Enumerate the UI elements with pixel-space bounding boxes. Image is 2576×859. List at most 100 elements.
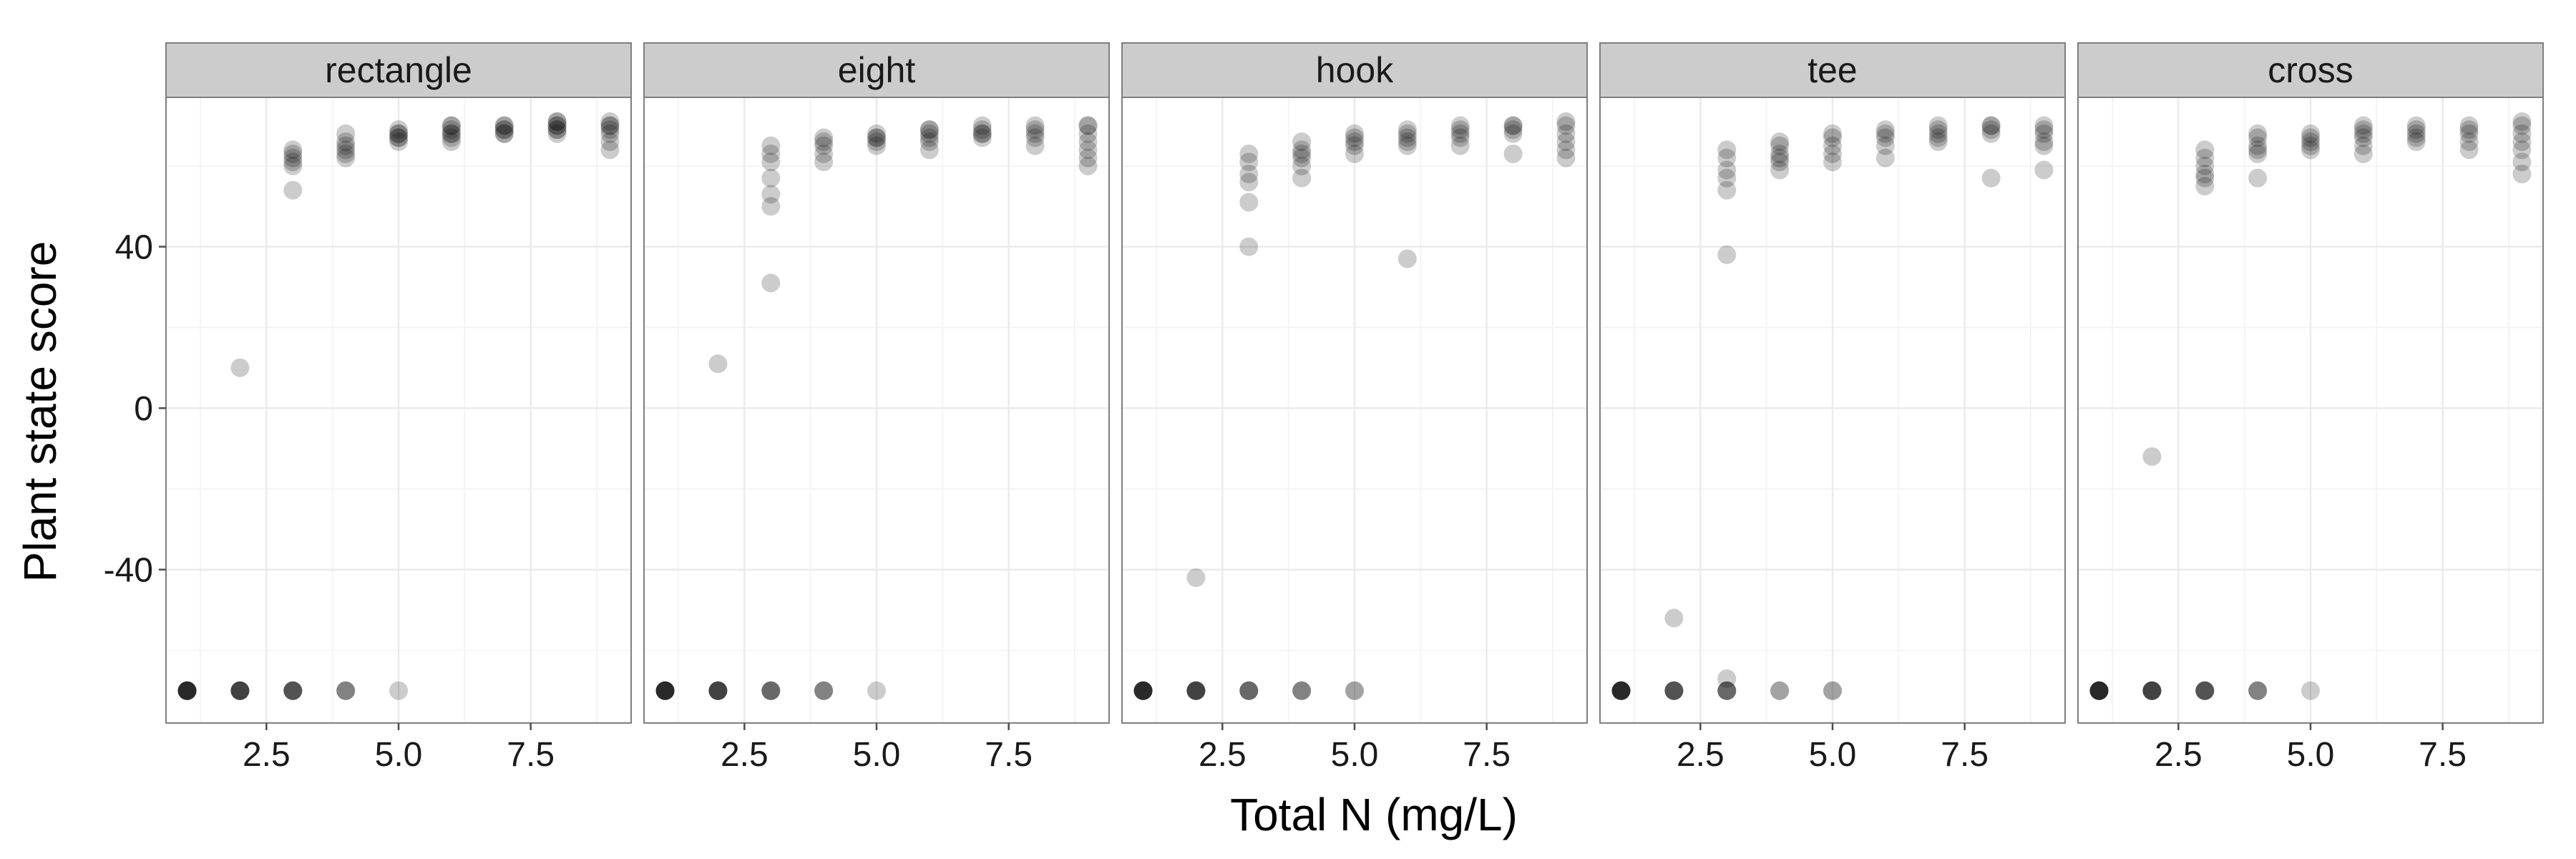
data-point [2142, 681, 2162, 700]
data-point [2034, 124, 2054, 143]
data-point [600, 112, 620, 131]
data-point [2301, 132, 2320, 152]
data-point [1292, 681, 1312, 700]
data-point [2248, 140, 2268, 160]
data-point [1770, 148, 1790, 168]
data-point [1025, 116, 1045, 135]
data-point [708, 681, 728, 700]
data-point [2089, 681, 2109, 700]
data-point [919, 140, 939, 160]
data-point [177, 681, 197, 700]
data-point [2089, 681, 2109, 700]
data-point [1556, 112, 1576, 131]
data-point [814, 152, 834, 172]
data-point [1345, 144, 1364, 163]
data-point [1345, 681, 1364, 700]
data-point [177, 681, 197, 700]
data-point [761, 185, 781, 204]
data-point [1717, 669, 1737, 688]
data-point [494, 124, 514, 143]
data-point [1078, 140, 1098, 160]
x-tick-label: 2.5 [243, 736, 291, 774]
data-point [972, 128, 992, 147]
data-point [1611, 681, 1631, 700]
data-point [761, 681, 781, 700]
data-point [1770, 160, 1790, 180]
data-point [2248, 681, 2268, 700]
y-axis-title: Plant state score [14, 241, 66, 583]
data-point [1611, 681, 1631, 700]
data-point [2459, 116, 2479, 135]
data-point [2512, 140, 2532, 160]
data-point [1239, 681, 1259, 700]
x-tick-label: 7.5 [507, 736, 555, 774]
data-point [2512, 152, 2532, 172]
data-point [708, 681, 728, 700]
data-point [761, 136, 781, 155]
data-point [389, 128, 408, 147]
data-point [1345, 124, 1364, 143]
data-point [2248, 168, 2268, 188]
data-point [655, 681, 675, 700]
data-point [1770, 681, 1790, 700]
data-point [547, 120, 567, 140]
data-point [1503, 116, 1523, 135]
data-point [1611, 681, 1631, 700]
data-point [1556, 116, 1576, 135]
data-point [1611, 681, 1631, 700]
data-point [655, 681, 675, 700]
data-point [1239, 237, 1259, 256]
data-point [972, 120, 992, 140]
data-point [389, 132, 408, 152]
data-point [2406, 128, 2426, 147]
data-point [1611, 681, 1631, 700]
facet-panel: hook 2.5 5.0 7.5 [1121, 42, 1588, 774]
data-point [547, 124, 567, 143]
data-point [708, 681, 728, 700]
y-tick-label: 0 [134, 390, 153, 428]
data-point [230, 681, 250, 700]
data-point [1664, 681, 1684, 700]
data-point [336, 124, 356, 143]
data-point [814, 144, 834, 163]
data-point [2353, 116, 2373, 135]
data-point [1345, 128, 1364, 147]
data-point [389, 681, 408, 700]
data-point [1981, 124, 2001, 143]
data-point [336, 148, 356, 168]
data-point [1823, 681, 1842, 700]
data-point [814, 681, 834, 700]
facet-panel: eight 2.5 5.0 7.5 [643, 42, 1110, 774]
panel-strip [2077, 42, 2544, 98]
x-tick-label: 2.5 [721, 736, 769, 774]
data-point [2248, 144, 2268, 163]
data-point [230, 358, 250, 377]
data-point [600, 116, 620, 135]
data-point [2406, 120, 2426, 140]
data-point [1770, 132, 1790, 152]
data-point [761, 152, 781, 172]
data-point [867, 681, 886, 700]
data-point [441, 124, 461, 143]
x-tick-label: 5.0 [2287, 736, 2335, 774]
data-point [2034, 160, 2054, 180]
data-point [2034, 116, 2054, 135]
data-point [1450, 124, 1470, 143]
data-point [1025, 136, 1045, 155]
data-point [919, 128, 939, 147]
data-point [1186, 568, 1206, 588]
data-point [1078, 124, 1098, 143]
data-point [283, 681, 303, 700]
data-point [1717, 245, 1737, 264]
data-point [1717, 681, 1737, 700]
data-point [441, 116, 461, 135]
data-point [441, 124, 461, 143]
data-point [1928, 132, 1948, 152]
data-point [1875, 120, 1895, 140]
data-point [708, 681, 728, 700]
x-axis-title: Total N (mg/L) [1230, 789, 1518, 840]
data-point [1717, 148, 1737, 168]
data-point [283, 180, 303, 200]
